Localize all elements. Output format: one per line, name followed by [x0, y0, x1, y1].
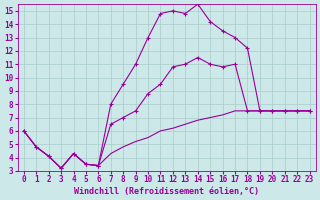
- X-axis label: Windchill (Refroidissement éolien,°C): Windchill (Refroidissement éolien,°C): [74, 187, 259, 196]
